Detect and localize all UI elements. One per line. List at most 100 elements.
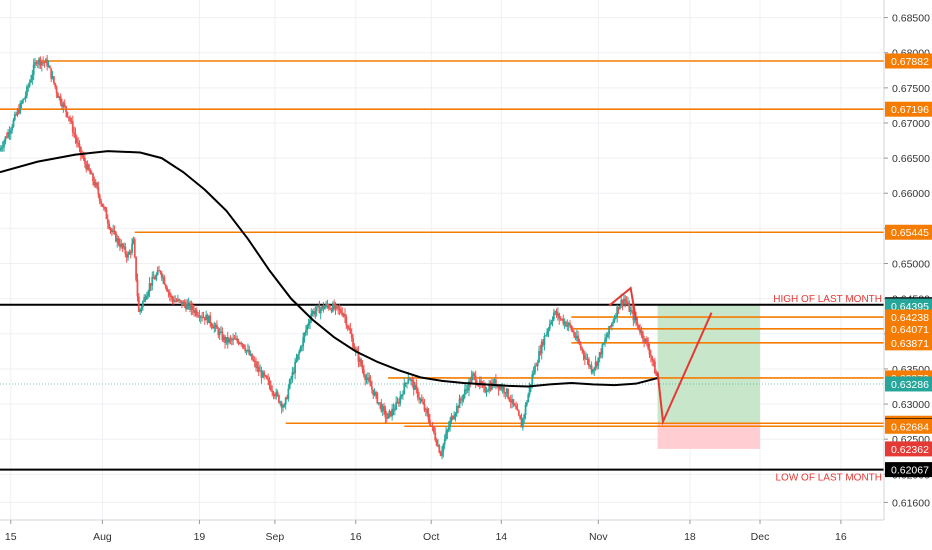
price-label-box	[885, 335, 932, 351]
candle-body	[298, 351, 301, 355]
candle-body	[271, 390, 274, 393]
candle-body	[474, 375, 477, 384]
candle-body	[447, 427, 450, 431]
candle-body	[623, 298, 625, 305]
candle-body	[556, 313, 559, 316]
candle-body	[88, 164, 90, 171]
candle-body	[171, 297, 174, 300]
candle-body	[65, 106, 67, 112]
candle-body	[350, 333, 353, 338]
candle-body	[400, 394, 403, 397]
candle-body	[0, 147, 3, 149]
candle-body	[187, 302, 190, 304]
candle-body	[466, 389, 469, 391]
price-label-box	[885, 224, 932, 240]
candle-body	[280, 402, 283, 408]
candle-body	[455, 406, 458, 414]
candle-body	[31, 74, 34, 80]
candle-body	[562, 318, 565, 324]
candle-body	[100, 201, 102, 204]
candle-body	[26, 86, 28, 96]
candle-body	[340, 309, 342, 313]
price-tick-label: 0.67500	[892, 83, 930, 95]
candle-body	[61, 103, 63, 107]
candle-body	[434, 432, 437, 441]
candle-body	[238, 342, 241, 344]
candle-body	[581, 348, 584, 351]
candle-body	[376, 393, 379, 404]
candle-body	[234, 338, 237, 340]
candle-body	[397, 402, 400, 404]
candle-body	[459, 398, 462, 400]
price-tick-label: 0.61600	[892, 497, 930, 509]
time-tick-label: 19	[194, 531, 206, 543]
candle-body	[155, 274, 158, 280]
candle-body	[632, 311, 635, 321]
candle-body	[649, 354, 652, 357]
candle-body	[563, 321, 566, 324]
candle-body	[148, 283, 151, 292]
candle-body	[303, 333, 306, 338]
time-axis[interactable]: 15 Aug 19 Sep 16 Oct 14 Nov 18 Dec 16	[0, 519, 932, 550]
candle-body	[356, 349, 359, 352]
candle-body	[11, 126, 14, 131]
candle-body	[1, 146, 4, 148]
candle-body	[22, 99, 24, 103]
candle-body	[317, 305, 319, 307]
candle-body	[478, 380, 481, 386]
candle-body	[613, 317, 616, 322]
candle-body	[48, 65, 51, 69]
candle-body	[520, 419, 523, 428]
time-tick-label: Oct	[423, 531, 439, 543]
candle-body	[237, 341, 240, 344]
candle-body	[552, 312, 555, 320]
candle-body	[402, 394, 404, 396]
candle-body	[488, 385, 491, 391]
time-tick-label: 15	[5, 531, 17, 543]
candle-body	[422, 401, 425, 404]
candle-body	[164, 284, 167, 288]
candle-body	[535, 365, 538, 367]
moving-average-series	[0, 150, 658, 388]
candle-body	[497, 385, 500, 390]
candle-body	[458, 398, 461, 409]
candle-body	[598, 352, 601, 358]
position-zones	[0, 304, 884, 449]
candle-body	[644, 338, 647, 342]
candle-body	[89, 170, 92, 175]
candle-body	[19, 103, 22, 114]
candle-body	[450, 415, 453, 421]
candle-body	[375, 392, 377, 394]
candle-body	[93, 181, 96, 186]
price-axis[interactable]: 0.685000.680000.675000.670000.665000.660…	[883, 0, 932, 550]
candle-body	[524, 404, 527, 415]
candle-body	[388, 410, 391, 414]
candle-body	[124, 246, 127, 254]
candle-body	[617, 306, 620, 310]
candle-body	[53, 76, 55, 84]
candle-body	[54, 83, 57, 88]
candle-body	[261, 371, 264, 378]
candle-body	[627, 302, 629, 304]
candle-body	[70, 120, 73, 122]
candle-body	[462, 394, 465, 400]
candle-body	[36, 62, 39, 64]
candle-body	[500, 386, 503, 390]
candle-body	[477, 385, 480, 387]
price-axis-background	[884, 0, 932, 550]
candle-body	[104, 207, 107, 210]
candle-body	[79, 146, 82, 155]
candle-body	[392, 408, 395, 411]
candle-body	[82, 156, 85, 158]
candle-body	[154, 278, 156, 280]
candle-body	[612, 321, 615, 324]
candle-body	[175, 300, 178, 302]
candle-body	[279, 402, 282, 404]
candle-body	[528, 386, 531, 395]
candle-body	[90, 173, 93, 175]
candle-body	[150, 283, 152, 286]
candle-body	[369, 381, 372, 387]
time-tick-label: 16	[835, 531, 847, 543]
candle-body	[364, 375, 367, 381]
